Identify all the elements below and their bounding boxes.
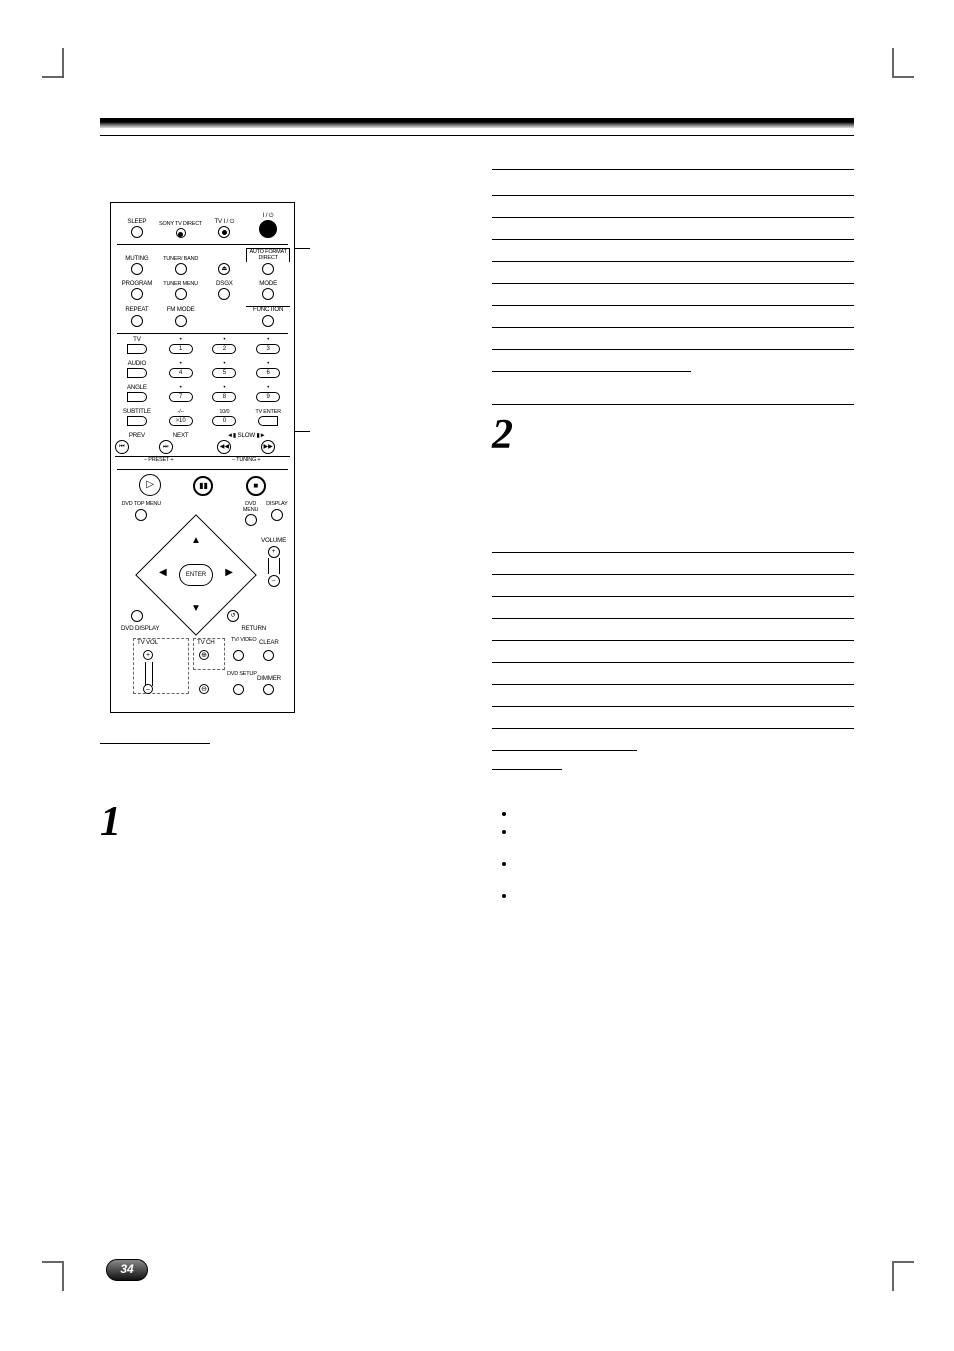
num-button: 7	[169, 392, 193, 402]
step-number: 2	[492, 411, 513, 459]
btn-label: DVD DISPLAY	[121, 626, 159, 632]
btn-label: DVD SETUP	[227, 672, 257, 678]
remote-control-diagram: SLEEP SONY TV DIRECT TV I / ⏻ I / ⏻ MUTI…	[110, 202, 295, 713]
btn-label: TUNER MENU	[159, 282, 203, 288]
list-item	[516, 888, 854, 906]
page-number-badge: 34	[106, 1259, 148, 1281]
btn-label: TV VOL	[137, 640, 158, 646]
btn-label: MUTING	[115, 256, 159, 262]
num-button: 1	[169, 344, 193, 354]
dpad: ENTER ▲ ▼ ◀ ▶	[153, 532, 239, 618]
btn-label: DSGX	[203, 281, 247, 287]
num-button: 0	[212, 416, 236, 426]
list-item	[516, 806, 854, 824]
btn-label: DVD TOP MENU	[115, 502, 168, 508]
play-button: ▷	[139, 474, 161, 496]
btn-label: I / ⏻	[246, 213, 290, 219]
btn-label: VOLUME	[261, 538, 286, 544]
btn-label: TV/ VIDEO	[231, 638, 256, 644]
paragraph-lines-2	[492, 551, 854, 751]
btn-label: TV CH	[197, 640, 215, 646]
btn-label: FM MODE	[159, 307, 203, 313]
enter-button: ENTER	[179, 564, 213, 586]
btn-label: FUNCTION	[246, 307, 290, 313]
btn-label: TUNER/ BAND	[159, 257, 203, 263]
btn-label: AUTO FORMAT DIRECT	[247, 250, 289, 261]
btn-label: TV	[115, 337, 159, 343]
num-button: 4	[169, 368, 193, 378]
step-number: 1	[100, 798, 121, 846]
btn-label: CLEAR	[259, 640, 279, 646]
list-item	[516, 824, 854, 856]
list-item	[516, 856, 854, 888]
btn-label: DIMMER	[257, 676, 281, 682]
left-column: SLEEP SONY TV DIRECT TV I / ⏻ I / ⏻ MUTI…	[100, 146, 462, 906]
num-button: 9	[256, 392, 280, 402]
notes-list	[492, 806, 854, 906]
btn-label: NEXT	[159, 433, 203, 439]
btn-label: TV ENTER	[246, 410, 290, 416]
num-button: 6	[256, 368, 280, 378]
page-content: SLEEP SONY TV DIRECT TV I / ⏻ I / ⏻ MUTI…	[100, 118, 854, 1221]
num-button: 8	[212, 392, 236, 402]
btn-label: – TUNING +	[203, 456, 291, 464]
btn-label: TV I / ⏻	[203, 219, 247, 225]
header-gradient-bar	[100, 118, 854, 128]
header-underline	[100, 134, 854, 136]
btn-label: – PRESET +	[115, 456, 203, 464]
num-button: 5	[212, 368, 236, 378]
right-column: 2	[492, 146, 854, 906]
step-2: 2	[492, 411, 854, 459]
btn-label: PROGRAM	[115, 281, 159, 287]
btn-label: SONY TV DIRECT	[159, 222, 203, 228]
num-button: >10	[169, 416, 193, 426]
num-button: 2	[212, 344, 236, 354]
btn-label: REPEAT	[115, 307, 159, 313]
btn-label: DVD MENU	[238, 502, 264, 513]
btn-label: ANGLE	[115, 385, 159, 391]
btn-label: MODE	[246, 281, 290, 287]
page-number: 34	[120, 1262, 133, 1276]
btn-label: DISPLAY	[264, 502, 290, 508]
paragraph-lines-1	[492, 174, 854, 372]
pause-button: ▮▮	[193, 476, 213, 496]
notes-separator	[492, 769, 562, 770]
stop-button: ■	[246, 476, 266, 496]
section-separator	[100, 743, 210, 744]
btn-label: RETURN	[241, 626, 266, 632]
num-button: 3	[256, 344, 280, 354]
btn-label: PREV	[115, 433, 159, 439]
step-1: 1	[100, 798, 462, 846]
btn-label: SUBTITLE	[115, 409, 159, 415]
btn-label: AUDIO	[115, 361, 159, 367]
btn-label: SLEEP	[115, 219, 159, 225]
